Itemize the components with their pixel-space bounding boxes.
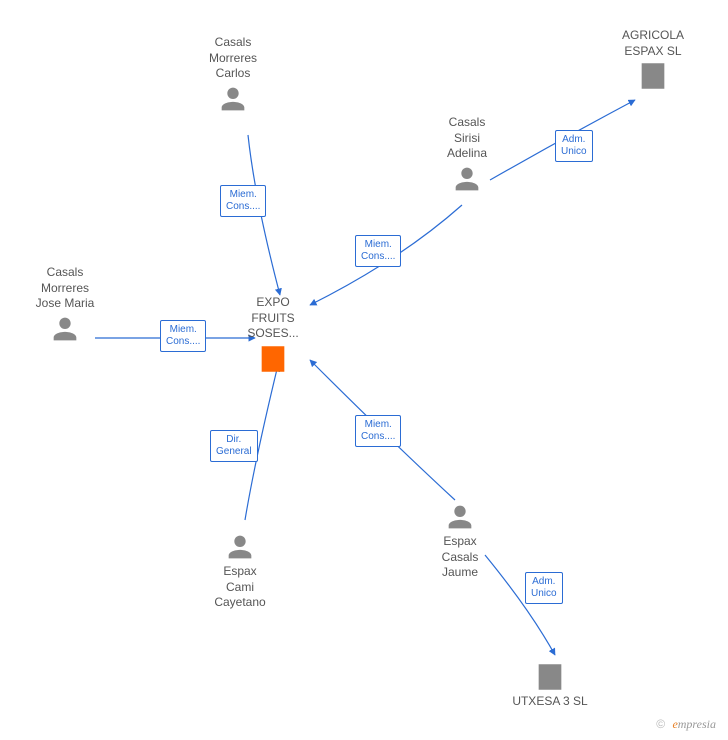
edge-label-josemaria-center[interactable]: Miem. Cons.... — [160, 320, 206, 352]
building-icon — [256, 342, 290, 376]
edge-label-jaume-utxesa[interactable]: Adm. Unico — [525, 572, 563, 604]
building-icon — [533, 660, 567, 694]
edge-label-adelina-center[interactable]: Miem. Cons.... — [355, 235, 401, 267]
person-icon — [223, 530, 257, 564]
node-label: Casals Morreres Carlos — [188, 35, 278, 82]
node-adelina[interactable]: Casals Sirisi Adelina — [422, 115, 512, 196]
footer-attribution: © empresia — [656, 717, 716, 732]
node-label: Casals Morreres Jose Maria — [20, 265, 110, 312]
building-icon — [636, 59, 670, 93]
node-label: UTXESA 3 SL — [505, 694, 595, 710]
node-carlos[interactable]: Casals Morreres Carlos — [188, 35, 278, 116]
node-label: Casals Sirisi Adelina — [422, 115, 512, 162]
node-josemaria[interactable]: Casals Morreres Jose Maria — [20, 265, 110, 346]
edge-label-cayetano-center[interactable]: Dir. General — [210, 430, 258, 462]
node-utxesa[interactable]: UTXESA 3 SL — [505, 660, 595, 710]
node-label: Espax Casals Jaume — [415, 534, 505, 581]
person-icon — [443, 500, 477, 534]
edge-label-adelina-agricola[interactable]: Adm. Unico — [555, 130, 593, 162]
person-icon — [48, 312, 82, 346]
node-cayetano[interactable]: Espax Cami Cayetano — [195, 530, 285, 611]
node-label: AGRICOLA ESPAX SL — [608, 28, 698, 59]
person-icon — [450, 162, 484, 196]
edge-label-carlos-center[interactable]: Miem. Cons.... — [220, 185, 266, 217]
edges-layer — [0, 0, 728, 740]
node-center[interactable]: EXPO FRUITS SOSES... — [228, 295, 318, 376]
edge-label-jaume-center[interactable]: Miem. Cons.... — [355, 415, 401, 447]
person-icon — [216, 82, 250, 116]
brand-rest: mpresia — [678, 717, 716, 731]
copyright-symbol: © — [656, 717, 665, 731]
node-label: EXPO FRUITS SOSES... — [228, 295, 318, 342]
node-jaume[interactable]: Espax Casals Jaume — [415, 500, 505, 581]
node-agricola[interactable]: AGRICOLA ESPAX SL — [608, 28, 698, 93]
diagram-canvas: EXPO FRUITS SOSES... AGRICOLA ESPAX SL U… — [0, 0, 728, 740]
node-label: Espax Cami Cayetano — [195, 564, 285, 611]
